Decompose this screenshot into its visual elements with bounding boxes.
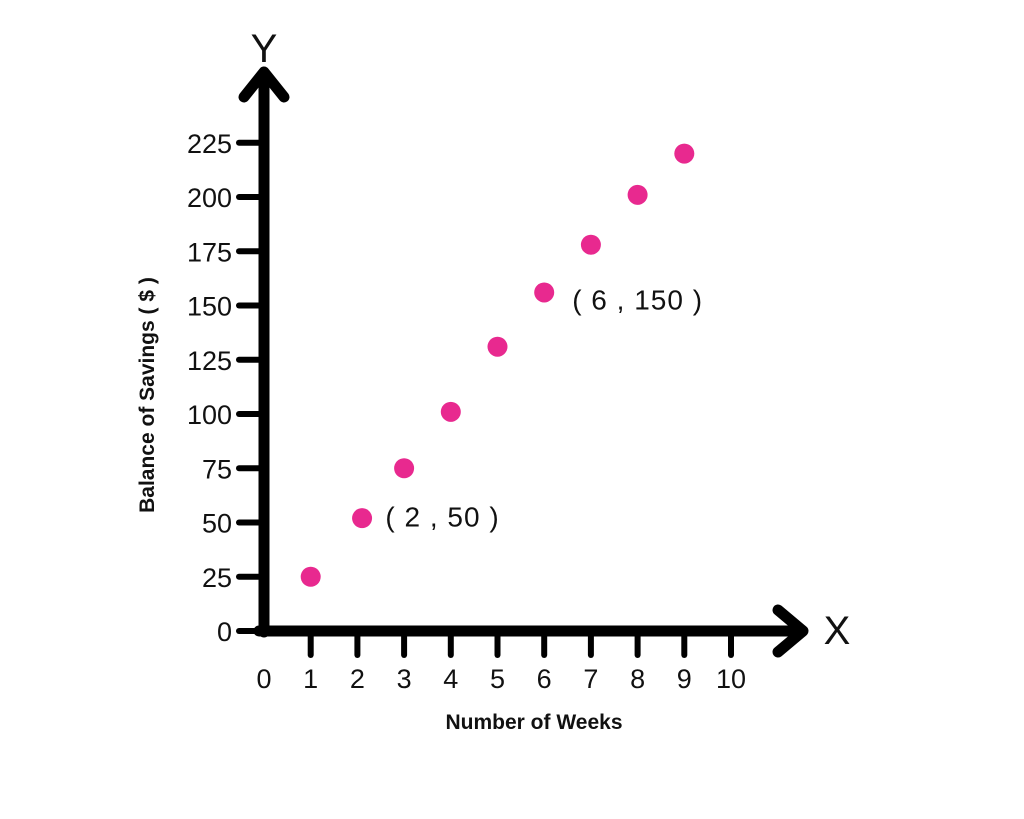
data-point <box>534 282 555 303</box>
data-point <box>300 566 321 587</box>
annotations: ( 2 , 50 ) ( 6 , 150 ) <box>385 285 703 533</box>
x-axis-title: Number of Weeks <box>446 711 623 734</box>
y-tick-label: 125 <box>187 346 232 376</box>
y-tick-label: 75 <box>202 454 232 484</box>
y-tick-label: 0 <box>217 617 232 647</box>
x-tick-label: 5 <box>490 664 505 694</box>
y-axis-title: Balance of Savings ( $ ) <box>136 277 159 513</box>
point-annotation: ( 6 , 150 ) <box>572 285 703 316</box>
axes: Y X Number of Weeks Balance of Savings (… <box>136 27 850 734</box>
x-tick-label: 10 <box>716 664 746 694</box>
y-axis-arrowhead <box>238 66 290 103</box>
x-tick-label: 0 <box>256 664 271 694</box>
x-tick-label: 7 <box>583 664 598 694</box>
y-tick-label: 225 <box>187 129 232 159</box>
data-point <box>580 234 601 255</box>
point-annotation: ( 2 , 50 ) <box>385 502 499 533</box>
y-tick-label: 200 <box>187 183 232 213</box>
x-axis-arrowhead <box>772 604 809 658</box>
x-tick-label: 3 <box>397 664 412 694</box>
x-tick-label: 9 <box>677 664 692 694</box>
y-axis-letter: Y <box>251 27 278 71</box>
y-tick-label: 100 <box>187 400 232 430</box>
x-tick-label: 1 <box>303 664 318 694</box>
x-tick-label: 6 <box>537 664 552 694</box>
x-axis-letter: X <box>824 609 851 653</box>
data-point <box>394 458 415 479</box>
data-point <box>440 401 461 422</box>
x-tick-label: 2 <box>350 664 365 694</box>
data-points <box>300 143 695 587</box>
data-point <box>352 508 373 529</box>
x-tick-label: 4 <box>443 664 458 694</box>
y-tick-label: 25 <box>202 563 232 593</box>
data-point <box>674 143 695 164</box>
y-tick-label: 175 <box>187 237 232 267</box>
y-tick-label: 150 <box>187 292 232 322</box>
x-tick-label: 8 <box>630 664 645 694</box>
data-point <box>487 336 508 357</box>
data-point <box>627 184 648 205</box>
y-tick-label: 50 <box>202 509 232 539</box>
